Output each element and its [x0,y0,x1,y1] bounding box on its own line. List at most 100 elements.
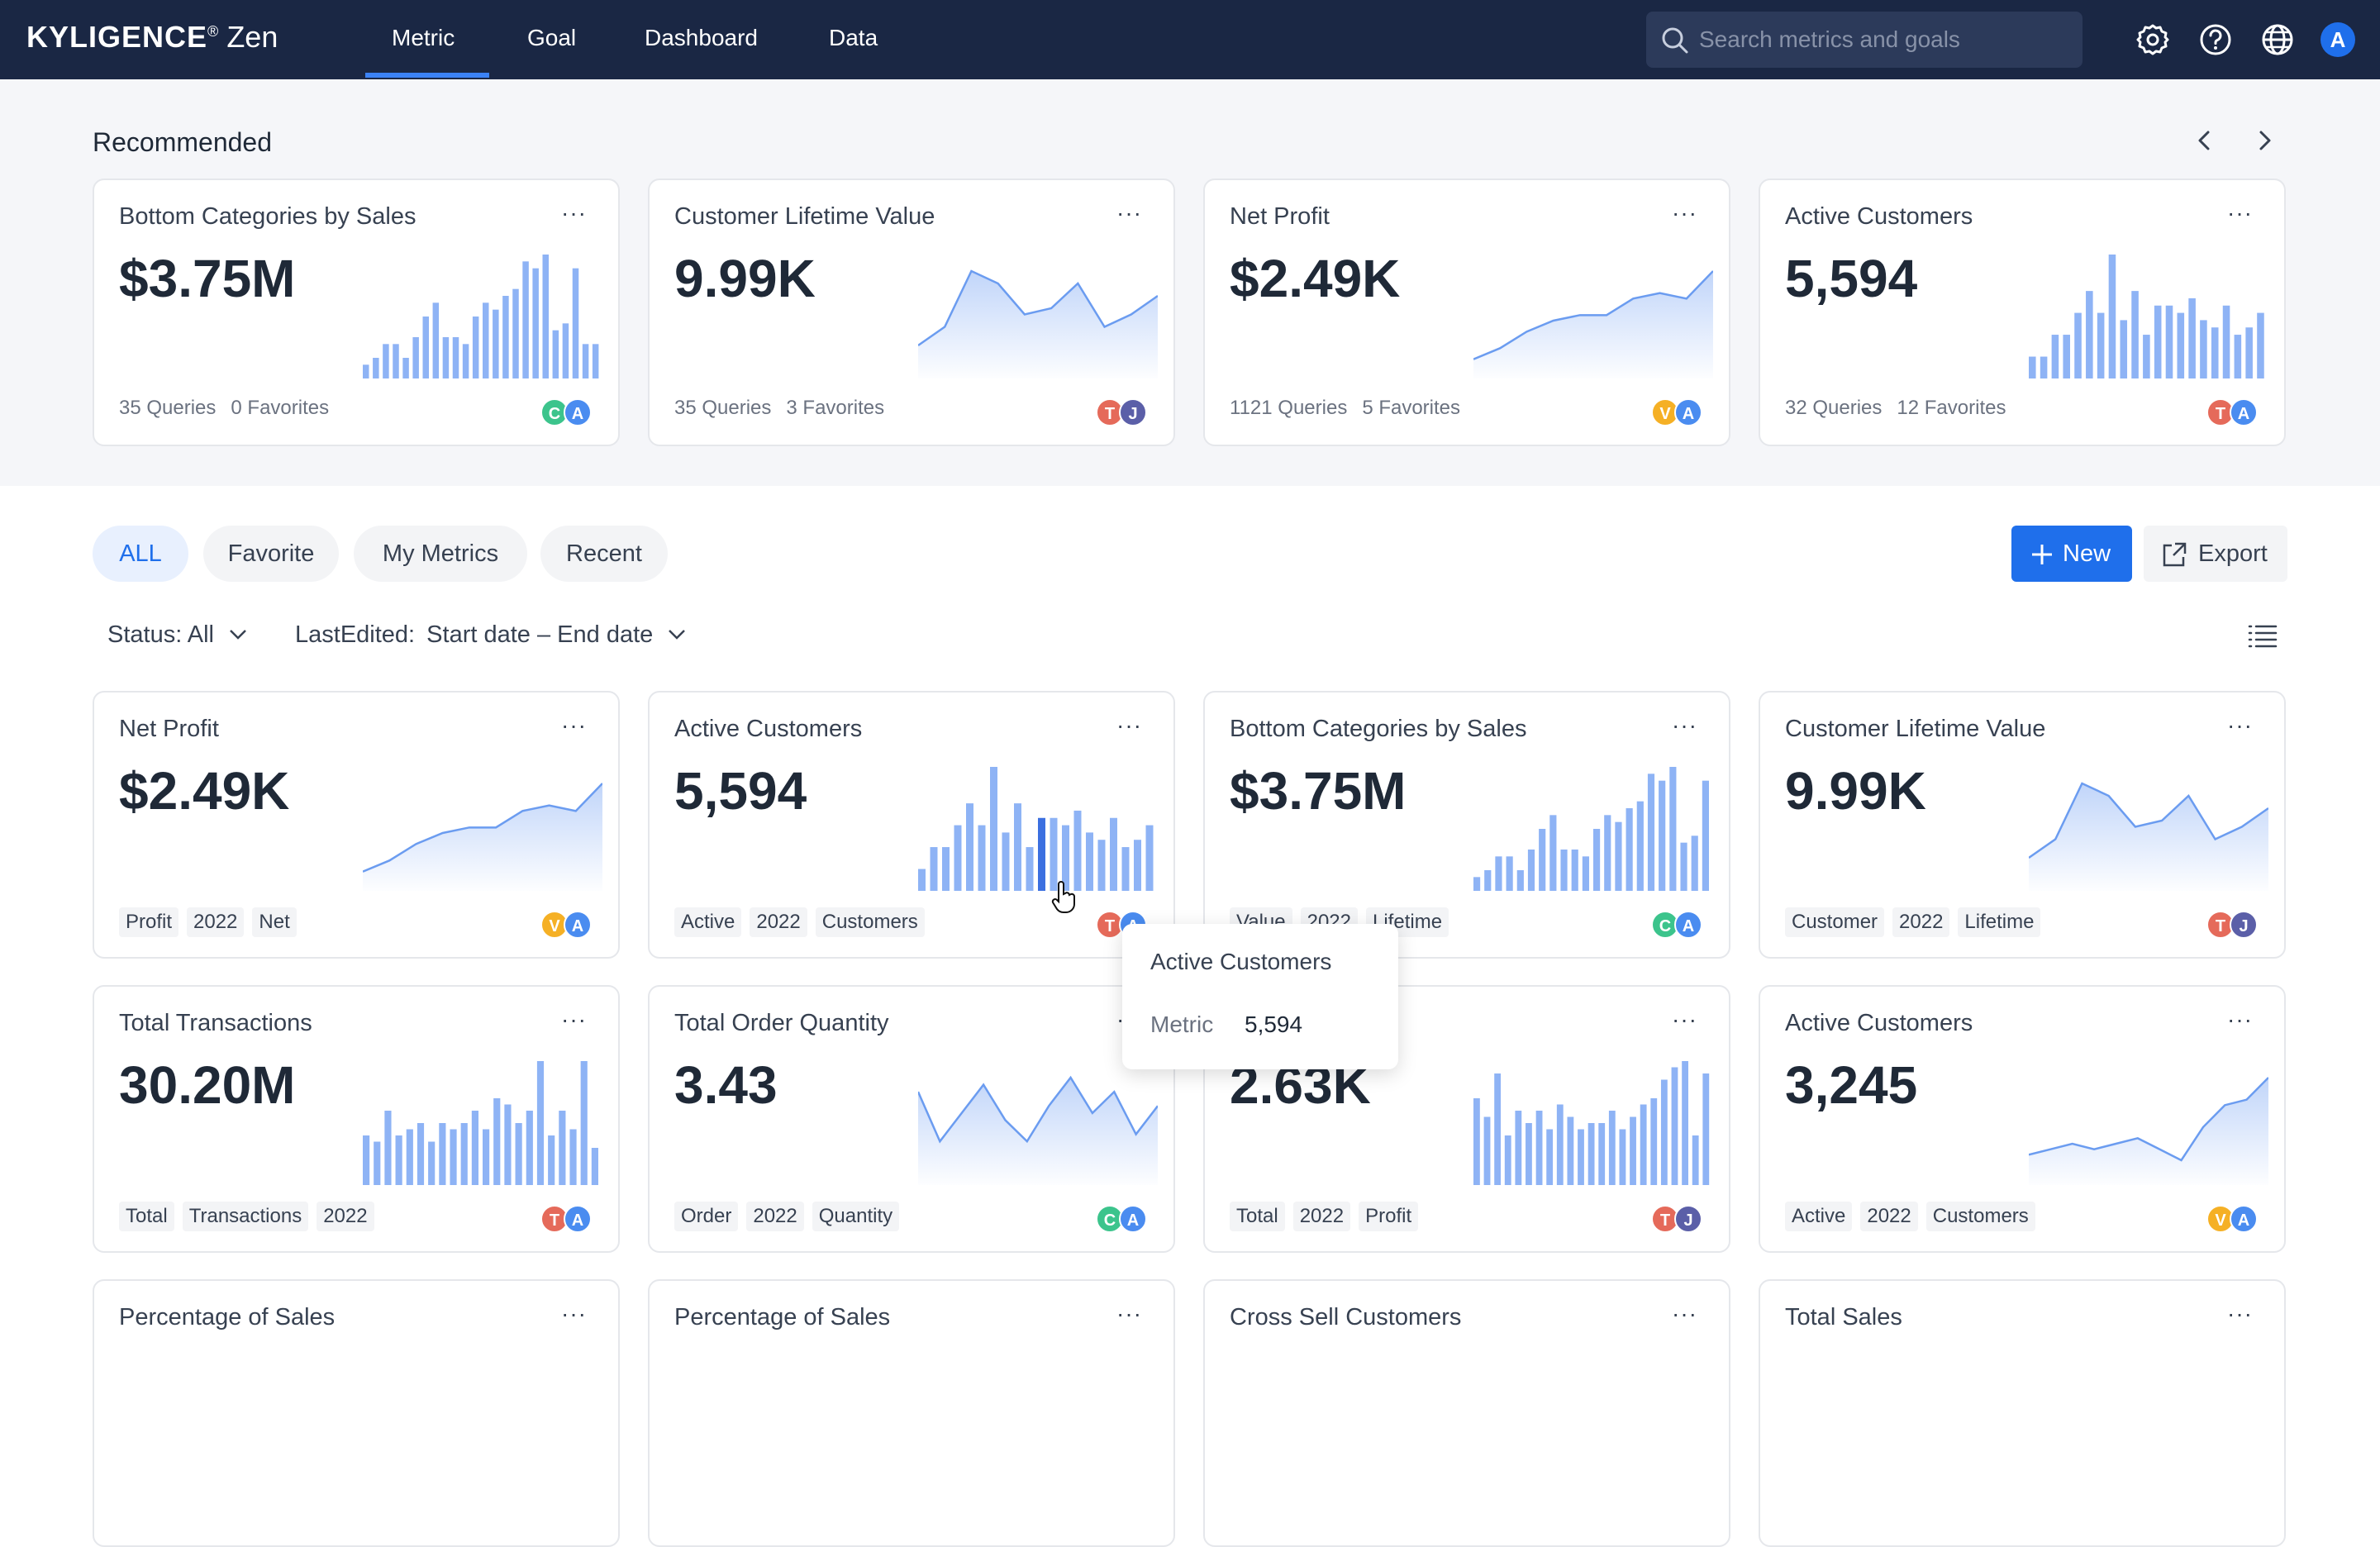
chart-bar[interactable] [432,302,440,378]
avatar[interactable]: C [1096,1205,1124,1233]
chart-bar[interactable] [2245,327,2253,378]
chart-bar[interactable] [384,1111,392,1185]
avatar[interactable]: T [1651,1205,1679,1233]
avatar[interactable]: A [1674,911,1702,939]
tag[interactable]: Customers [1925,1202,2035,1231]
chart-bar[interactable] [1571,850,1578,891]
metric-card[interactable]: Total Transactions ··· 30.20M Total Transa… [93,985,620,1253]
chart-bar[interactable] [1691,835,1698,891]
tag[interactable]: 2022 [1892,907,1950,937]
chart-bar[interactable] [1647,774,1655,891]
tag[interactable]: Lifetime [1366,907,1449,937]
chart-bar[interactable] [452,337,459,378]
chart-bar[interactable] [1582,856,1589,891]
metric-card[interactable]: Total Order Quantity ···3.43 Order2022Qu… [648,985,1175,1253]
chart-bar[interactable] [383,344,389,378]
chart-bar[interactable] [1556,1104,1564,1186]
chart-bar[interactable] [1660,1079,1668,1186]
tab-recent[interactable]: Recent [540,526,668,582]
metric-card[interactable]: Bottom Categories by Sales ··· $3.75M Val… [1203,691,1730,959]
chart-bar[interactable] [1484,870,1492,891]
chart-bar[interactable] [450,1129,457,1186]
metric-card[interactable]: Net Profit ··· $2.49K 1121 Queries 5 Favor… [1203,178,1730,446]
chart-bar[interactable] [1578,1129,1584,1186]
chart-bar[interactable] [2086,291,2093,378]
metric-card[interactable]: Percentage of Sales ··· [93,1279,620,1547]
chart-bar[interactable] [1483,1116,1491,1186]
chart-bar[interactable] [406,1129,413,1186]
chart-bar[interactable] [493,1098,501,1185]
metric-card[interactable]: Net Profit ··· $2.49K Profit 2022 Net V A [93,691,620,959]
chart-bar[interactable] [363,1135,370,1185]
globe-icon[interactable] [2260,22,2295,57]
chart-bar[interactable] [1659,780,1666,891]
avatar[interactable]: T [1096,911,1124,939]
chart-bar[interactable] [1110,817,1117,891]
chart-bar[interactable] [2097,312,2105,378]
chart-bar[interactable] [428,1141,436,1186]
chart-bar[interactable] [1560,850,1568,891]
chart-bar[interactable] [978,825,986,891]
chart-bar[interactable] [462,344,469,378]
metric-card[interactable]: Total Sales ··· [1759,1279,2286,1547]
more-options-icon[interactable]: ··· [561,1301,587,1326]
metric-card[interactable]: Bottom Categories by Sales ··· $3.75M 35 … [93,178,620,446]
more-options-icon[interactable]: ··· [2227,712,2253,738]
chart-bar[interactable] [2131,291,2139,378]
metric-card[interactable]: Customer Lifetime Value ··· 9.99K Custome… [1759,691,2286,959]
chart-bar[interactable] [502,296,509,378]
chart-bar[interactable] [2154,305,2162,378]
chart-bar[interactable] [1014,803,1021,891]
chart-bar[interactable] [363,364,369,378]
tag[interactable]: 2022 [750,907,807,937]
chart-bar[interactable] [2222,305,2230,378]
chart-bar[interactable] [1546,1129,1554,1186]
chart-bar[interactable] [2165,305,2173,378]
chart-bar[interactable] [2143,335,2150,378]
chart-bar[interactable] [439,1123,446,1185]
chart-bar[interactable] [591,1148,598,1185]
tag[interactable]: Profit [1359,1202,1419,1231]
chart-bar[interactable] [2063,335,2070,378]
chart-bar[interactable] [990,767,997,891]
chart-bar[interactable] [580,1061,588,1185]
more-options-icon[interactable]: ··· [1672,1007,1697,1032]
chart-bar[interactable] [2051,335,2059,378]
chart-bar[interactable] [1702,1073,1710,1185]
tag[interactable]: Customer [1785,907,1885,937]
chart-bar[interactable] [1527,850,1535,891]
metric-card[interactable]: Customer Lifetime Value ··· 9.99K 35 Quer… [648,178,1175,446]
chart-bar[interactable] [504,1104,512,1186]
chart-bar[interactable] [1026,847,1034,891]
chart-bar[interactable] [1002,832,1010,891]
chart-bar[interactable] [1640,1104,1647,1186]
tag[interactable]: Quantity [812,1202,900,1231]
tag[interactable]: Profit [119,907,179,937]
chart-bar[interactable] [416,1123,425,1185]
chart-bar[interactable] [412,337,419,378]
tag[interactable]: 2022 [1292,1202,1351,1231]
tag[interactable]: 2022 [187,907,245,937]
tag[interactable]: 2022 [746,1202,804,1231]
chart-bar[interactable] [1038,817,1045,891]
chart-bar[interactable] [2200,320,2207,378]
chart-bar[interactable] [1097,840,1106,891]
nav-goal[interactable]: Goal [527,25,577,50]
search-box[interactable] [1646,12,2082,68]
chart-bar[interactable] [542,255,549,378]
chart-bar[interactable] [1535,1111,1543,1185]
nav-dashboard[interactable]: Dashboard [645,25,758,50]
tab-all[interactable]: ALL [93,526,188,582]
chart-bar[interactable] [402,358,409,378]
chart-bar[interactable] [2211,327,2219,378]
chart-bar[interactable] [942,847,950,891]
chart-bar[interactable] [532,268,539,378]
chart-bar[interactable] [1495,856,1502,891]
chart-bar[interactable] [918,869,926,891]
new-metric-button[interactable]: New [2011,526,2132,582]
avatar[interactable]: J [1674,1205,1702,1233]
avatar[interactable]: A [564,911,592,939]
chart-bar[interactable] [2177,312,2185,378]
chart-bar[interactable] [2257,312,2264,378]
chart-bar[interactable] [1526,1123,1532,1185]
